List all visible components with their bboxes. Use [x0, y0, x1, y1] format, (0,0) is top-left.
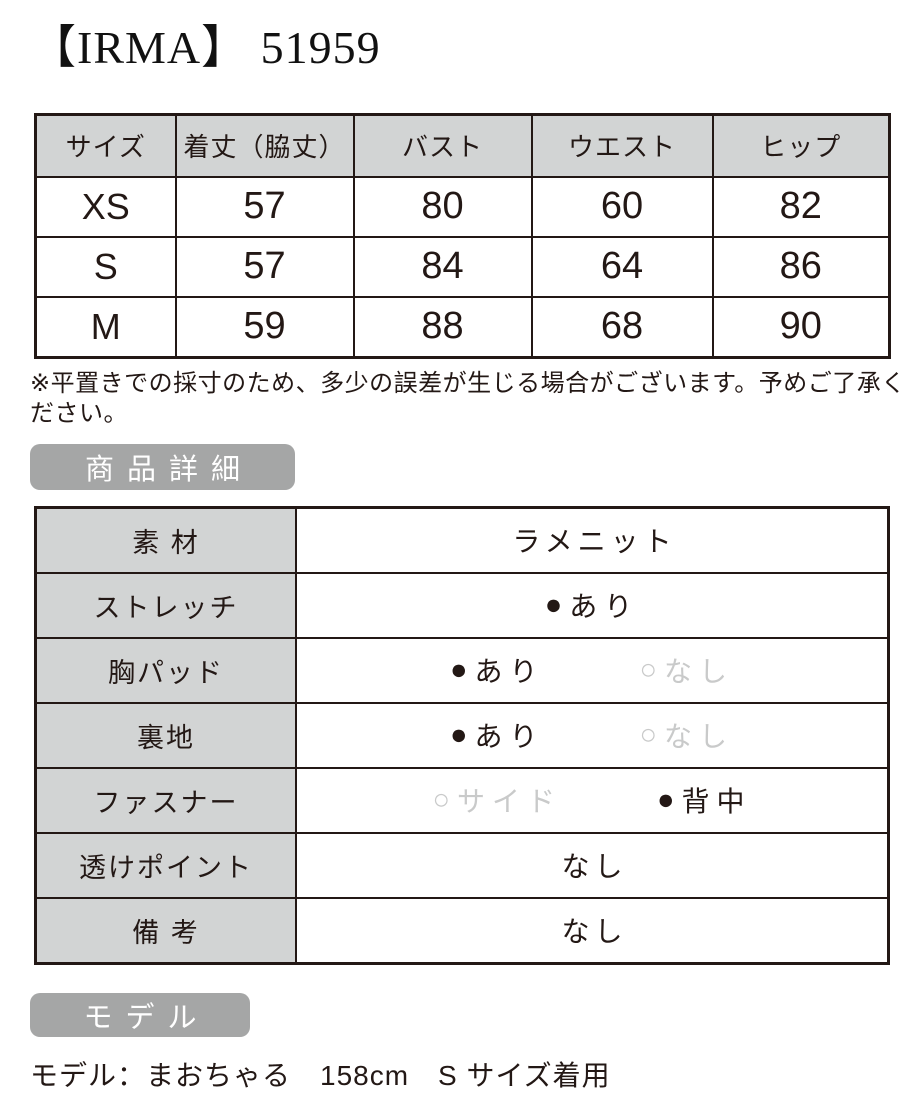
size-table-row-m: M 59 88 68 90 — [34, 295, 891, 359]
size-table-header-waist: ウエスト — [530, 113, 714, 178]
option-label: あり — [474, 656, 545, 688]
length-cell: 57 — [174, 175, 355, 238]
detail-row-stretch: ストレッチ ● あり — [34, 571, 890, 639]
material-value: ラメニット — [512, 526, 677, 558]
empty-circle-icon: ○ — [639, 718, 658, 751]
sheer-point-value: なし — [561, 851, 628, 883]
option-selected: ● あり — [450, 715, 545, 755]
detail-value: ● あり — [295, 571, 890, 639]
option-label: なし — [664, 656, 735, 688]
detail-value: なし — [295, 831, 890, 899]
size-table-row-xs: XS 57 80 60 82 — [34, 175, 891, 238]
size-cell: M — [34, 295, 177, 359]
detail-label: 透けポイント — [34, 831, 297, 899]
size-table-row-s: S 57 84 64 86 — [34, 235, 891, 298]
option-group: ● あり — [297, 585, 887, 625]
detail-value: ○ サイド ● 背中 — [295, 766, 890, 834]
option-unselected: ○ サイド — [432, 780, 562, 820]
empty-circle-icon: ○ — [639, 653, 658, 686]
waist-cell: 64 — [530, 235, 714, 298]
hip-cell: 82 — [711, 175, 891, 238]
hip-cell: 86 — [711, 235, 891, 298]
detail-label: 備 考 — [34, 896, 297, 965]
bust-cell: 84 — [352, 235, 533, 298]
detail-row-chest-pad: 胸パッド ● あり ○ なし — [34, 636, 890, 704]
option-group: ● あり ○ なし — [297, 715, 887, 755]
size-table-header-row: サイズ 着丈（脇丈） バスト ウエスト ヒップ — [34, 113, 891, 178]
option-label: サイド — [456, 786, 562, 818]
model-info: モデル：まおちゃる 158cm S サイズ着用 — [30, 1059, 611, 1091]
section-heading-product-details: 商品詳細 — [30, 443, 295, 490]
detail-row-zipper: ファスナー ○ サイド ● 背中 — [34, 766, 890, 834]
detail-row-material: 素 材 ラメニット — [34, 506, 890, 574]
filled-circle-icon: ● — [657, 783, 675, 816]
filled-circle-icon: ● — [544, 588, 563, 621]
empty-circle-icon: ○ — [432, 783, 450, 816]
size-table-header-size: サイズ — [34, 113, 177, 178]
bust-cell: 80 — [352, 175, 533, 238]
detail-label: 裏地 — [34, 701, 297, 769]
filled-circle-icon: ● — [449, 718, 468, 751]
option-unselected: ○ なし — [640, 715, 735, 755]
option-label: あり — [474, 721, 545, 753]
option-selected: ● あり — [545, 585, 640, 625]
option-selected: ● 背中 — [657, 780, 752, 820]
measurement-note: ※平置きでの採寸のため、多少の誤差が生じる場合がございます。予めご了承ください。 — [30, 369, 906, 427]
waist-cell: 68 — [530, 295, 714, 359]
detail-label: 胸パッド — [34, 636, 297, 704]
detail-row-sheer-point: 透けポイント なし — [34, 831, 890, 899]
detail-row-remarks: 備 考 なし — [34, 896, 890, 965]
size-cell: S — [34, 235, 177, 298]
detail-label: 素 材 — [34, 506, 297, 574]
waist-cell: 60 — [530, 175, 714, 238]
hip-cell: 90 — [711, 295, 891, 359]
detail-label: ファスナー — [34, 766, 297, 834]
detail-label: ストレッチ — [34, 571, 297, 639]
size-cell: XS — [34, 175, 177, 238]
detail-value: ラメニット — [295, 506, 890, 574]
option-selected: ● あり — [450, 650, 545, 690]
option-group: ● あり ○ なし — [297, 650, 887, 690]
option-label: あり — [569, 591, 640, 623]
option-unselected: ○ なし — [640, 650, 735, 690]
length-cell: 59 — [174, 295, 355, 359]
size-table-header-length: 着丈（脇丈） — [174, 113, 355, 178]
filled-circle-icon: ● — [449, 653, 468, 686]
option-group: ○ サイド ● 背中 — [297, 780, 887, 820]
detail-value: ● あり ○ なし — [295, 636, 890, 704]
size-table: サイズ 着丈（脇丈） バスト ウエスト ヒップ XS 57 80 60 82 S… — [34, 112, 891, 359]
detail-value: ● あり ○ なし — [295, 701, 890, 769]
bust-cell: 88 — [352, 295, 533, 359]
section-heading-model: モデル — [30, 992, 250, 1037]
product-details-table: 素 材 ラメニット ストレッチ ● あり 胸パッド — [34, 505, 890, 965]
remarks-value: なし — [561, 916, 628, 948]
detail-row-lining: 裏地 ● あり ○ なし — [34, 701, 890, 769]
size-table-header-hip: ヒップ — [711, 113, 891, 178]
size-table-header-bust: バスト — [352, 113, 533, 178]
option-label: なし — [664, 721, 735, 753]
detail-value: なし — [295, 896, 890, 965]
page-title: 【IRMA】 51959 — [30, 22, 381, 73]
option-label: 背中 — [681, 786, 752, 818]
length-cell: 57 — [174, 235, 355, 298]
